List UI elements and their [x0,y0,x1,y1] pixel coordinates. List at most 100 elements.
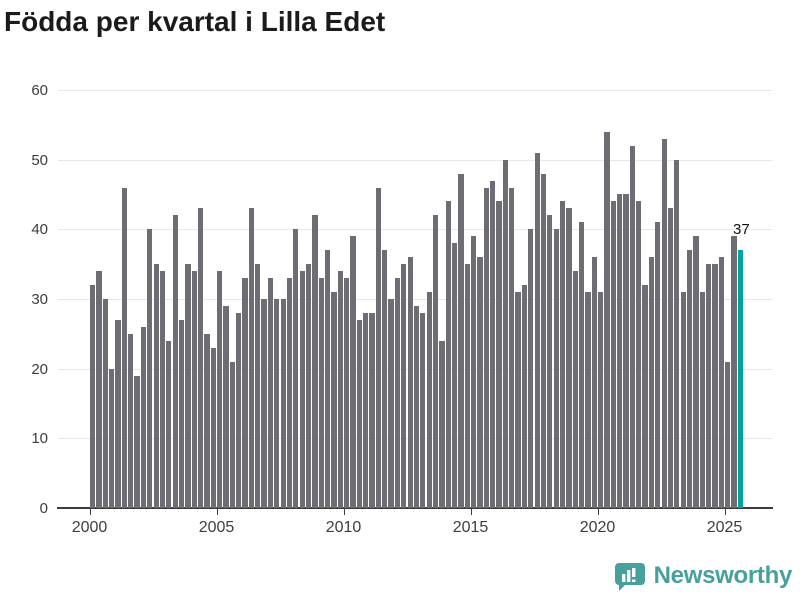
bar [483,187,489,508]
bar [693,236,699,508]
bar [153,264,159,508]
bar [109,368,115,508]
x-axis-tick-label: 2015 [452,519,489,536]
bar [705,264,712,508]
bar [477,257,483,508]
bar [134,375,140,508]
bar [712,264,718,508]
bar [204,333,210,508]
bar [236,312,242,508]
x-axis-tick-label: 2025 [706,519,743,536]
bar [413,305,420,508]
bar [674,159,680,508]
bar [280,298,286,508]
bar [344,278,350,508]
bar [147,229,153,508]
bar [686,250,693,508]
bar [375,187,382,508]
bar [521,285,528,508]
bar [509,187,515,508]
bar [718,257,724,508]
x-axis-tick-label: 2005 [198,519,235,536]
bar [363,312,369,508]
bar [197,208,204,508]
bar [439,340,445,508]
brand-text: Newsworthy [653,562,793,589]
bar [464,264,470,508]
bar [267,278,274,508]
bar [261,298,267,508]
x-axis-line [57,507,773,509]
y-axis-tick-label: 0 [39,500,48,517]
bar [407,257,413,508]
bar [534,152,540,508]
bar [502,159,509,508]
bar [96,271,102,508]
bar [578,222,585,508]
bar [382,250,388,508]
y-axis-tick-label: 30 [31,290,48,308]
bar [172,215,178,508]
bar [293,229,299,508]
bar [401,264,407,508]
bar [223,305,229,508]
x-axis-tick-label: 2010 [325,519,362,536]
bar [121,187,128,508]
bar [229,361,235,508]
bar [496,201,502,508]
gridline [58,159,772,161]
bar [115,319,121,508]
newsworthy-logo: Newsworthy [614,560,792,592]
bar [598,292,604,508]
bar [636,201,642,508]
bar [667,208,674,508]
y-axis-tick-label: 40 [31,221,48,239]
x-axis-tick [216,508,218,515]
bar [274,298,280,508]
bar [217,271,223,508]
bar [305,264,312,508]
bar [318,278,324,508]
bar [140,326,147,508]
bar [185,264,191,508]
newsworthy-logo-icon [614,560,646,592]
bar [553,229,559,508]
bar [178,319,185,508]
bar [623,194,629,508]
bar [604,131,610,508]
bar [540,173,547,508]
bar [661,138,667,508]
highlighted-bar-latest-quarter [737,250,743,508]
bar [255,264,261,508]
bar [420,312,426,508]
bar [324,250,331,508]
bar [559,201,566,508]
y-axis-tick-label: 50 [31,151,48,169]
bar [159,271,166,508]
bar [210,347,216,508]
bar [242,278,248,508]
gridline [58,298,772,300]
bar [369,312,375,508]
bar [731,236,737,508]
bar [528,229,534,508]
y-axis-tick-label: 20 [31,360,48,378]
bar [471,236,477,508]
bar [591,257,597,508]
x-axis-tick [89,508,91,515]
x-axis-tick-label: 2000 [71,519,108,536]
y-axis-tick-label: 10 [31,430,48,448]
bar [299,271,305,508]
bar [331,292,337,508]
bar [680,292,686,508]
bar [725,361,731,508]
bar [102,298,108,508]
bar [655,222,661,508]
gridline [58,229,772,231]
bar [451,243,458,508]
bar [191,271,197,508]
x-axis-tick [724,508,726,515]
bar [388,298,394,508]
bar [547,215,553,508]
bar [458,173,464,508]
